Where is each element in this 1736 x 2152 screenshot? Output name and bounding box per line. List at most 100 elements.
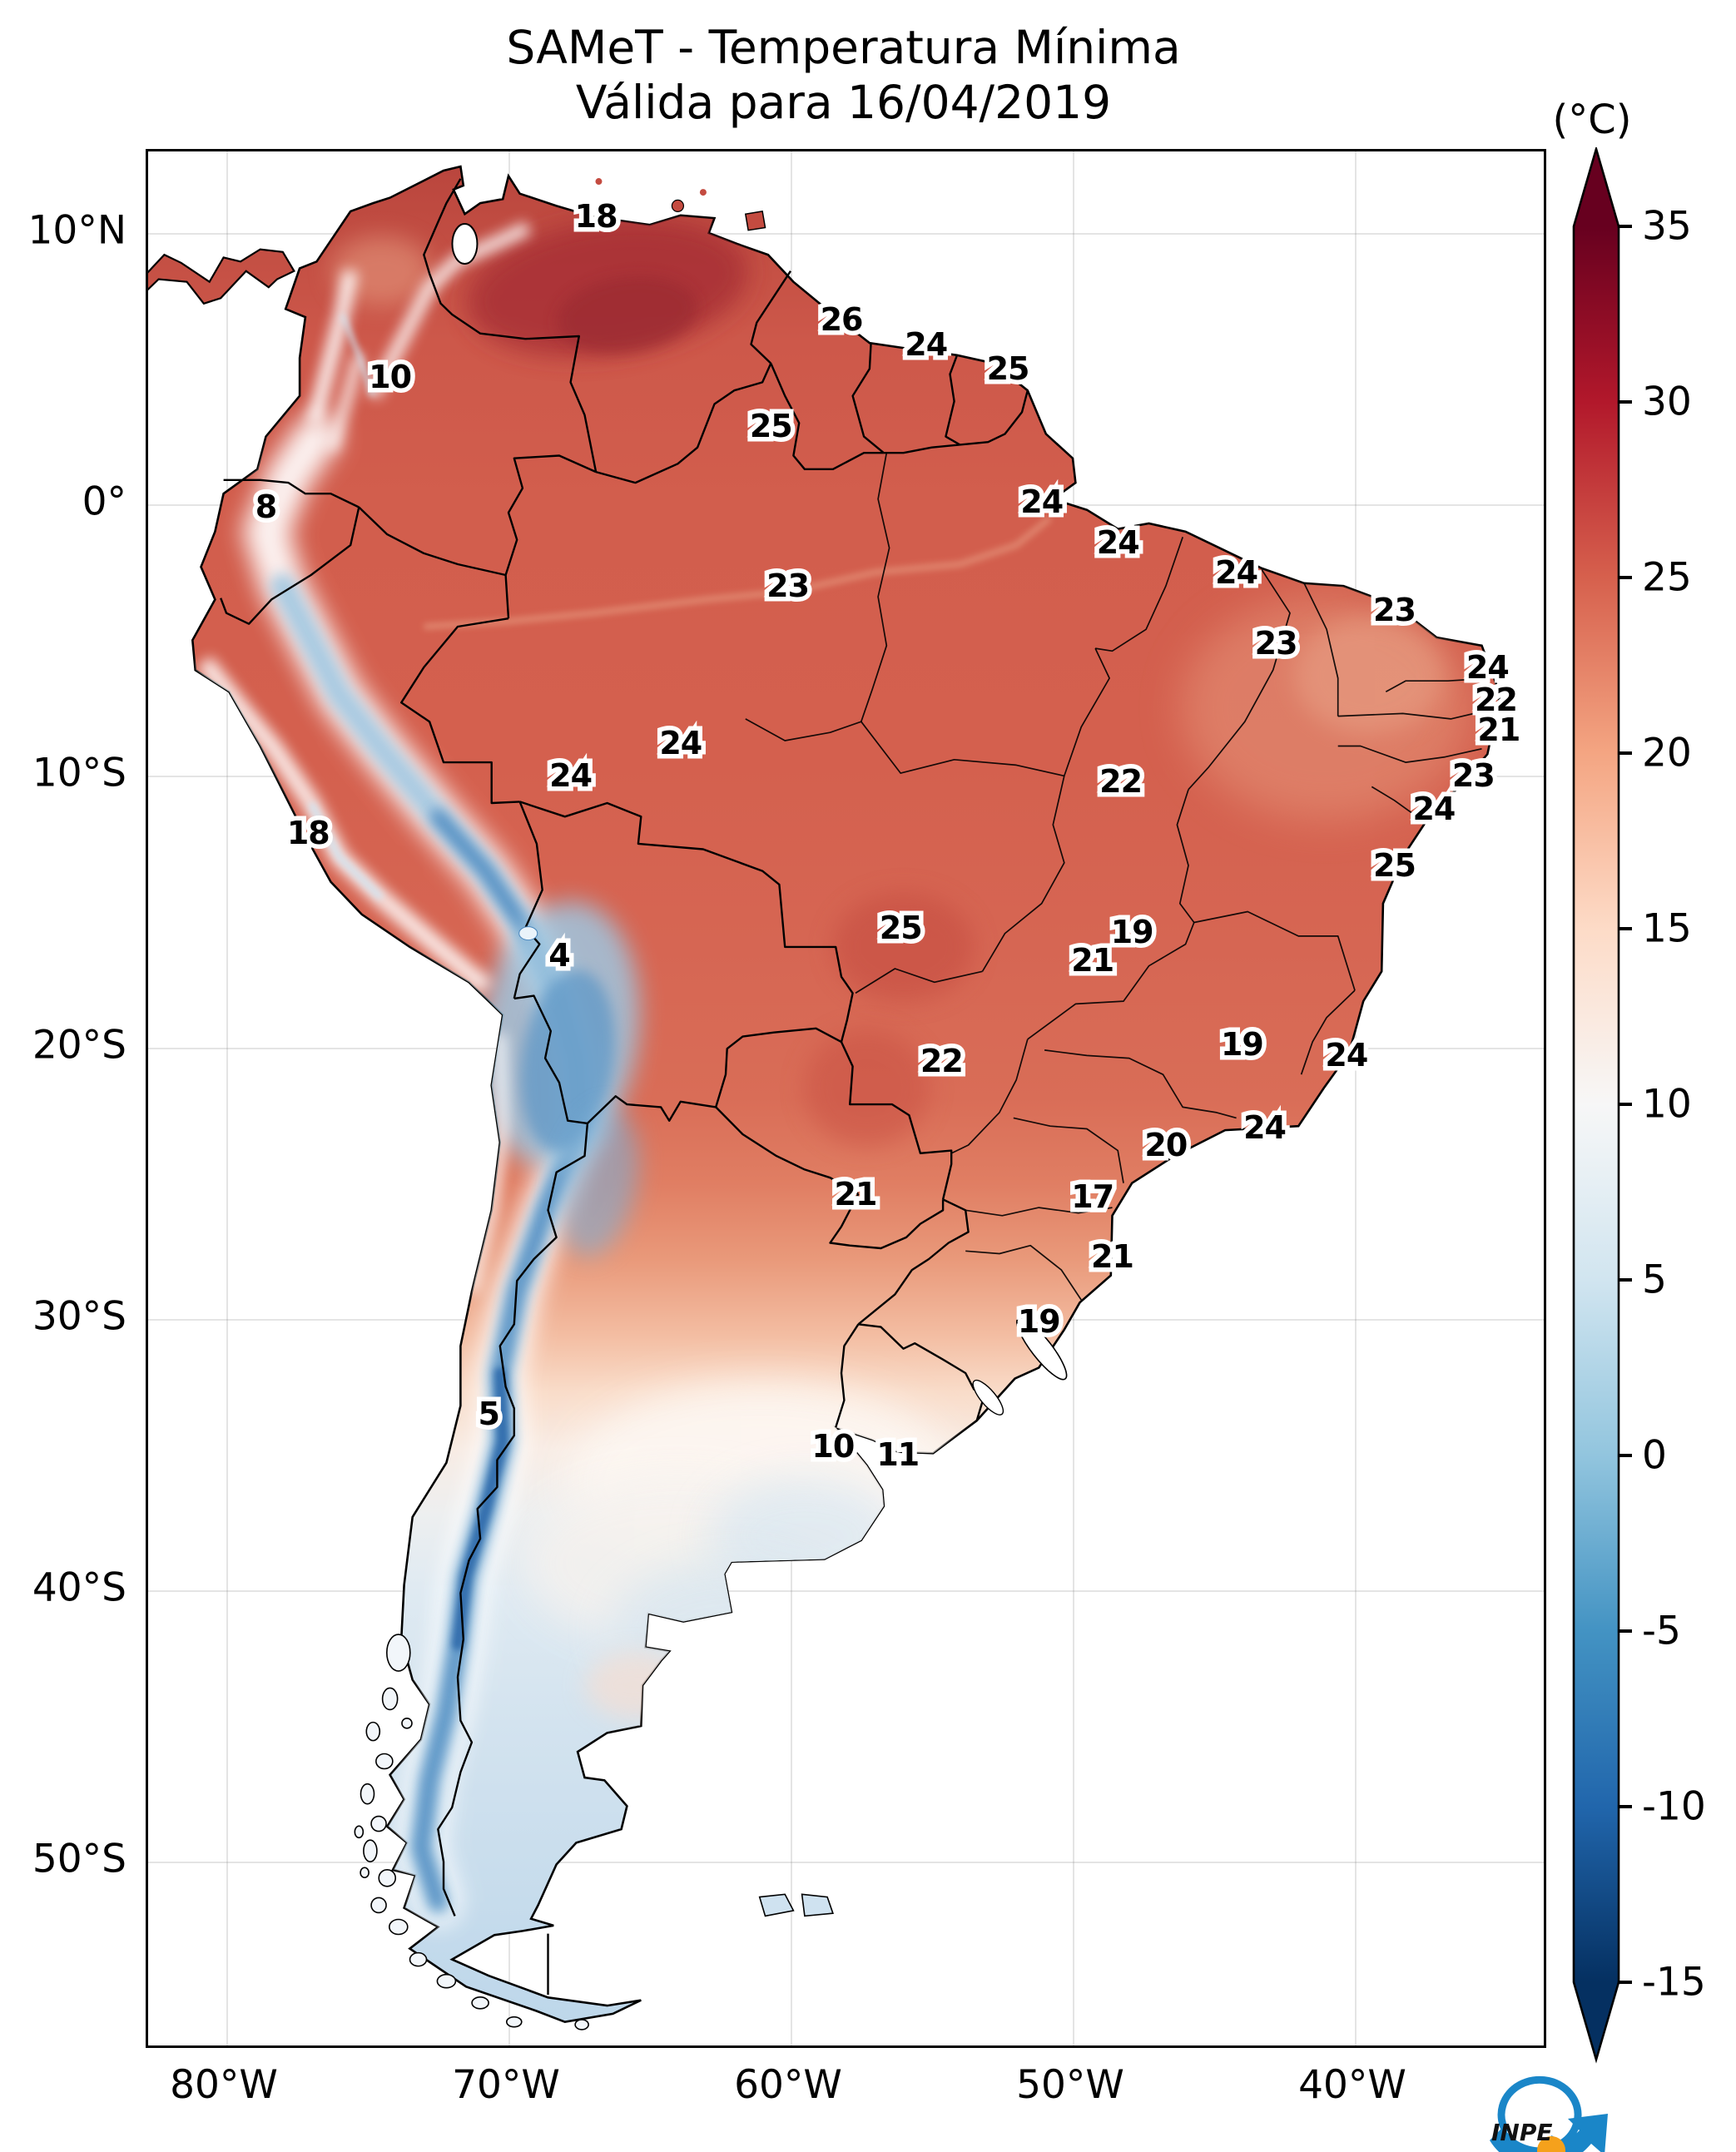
temp-label-value: 23 (1373, 592, 1416, 629)
state-border (965, 1207, 1113, 1217)
temp-label-halo: 10 (807, 1424, 860, 1470)
panama-land (148, 248, 295, 305)
state-border (860, 453, 890, 722)
state-border (1176, 789, 1195, 924)
island-small (699, 189, 707, 196)
temp-label-value: 24 (549, 757, 593, 795)
temp-label-value: 23 (1254, 624, 1298, 662)
temp-label-value: 25 (986, 350, 1030, 388)
temp-label-halo: 24 (655, 721, 707, 766)
temp-label-halo: 23 (1447, 753, 1500, 799)
patagonia-island (401, 1718, 413, 1729)
island-falkland-west (758, 1893, 795, 1917)
logo-swirl-arc (1497, 2075, 1582, 2147)
temp-label-halo: 21 (830, 1171, 882, 1217)
country-border (840, 1041, 953, 1200)
colorbar-tick (1619, 1278, 1632, 1282)
temp-label-value: 5 (478, 1395, 500, 1432)
state-border (855, 968, 983, 994)
temp-label: 19 19 (1013, 1299, 1065, 1345)
temp-label-value: 24 (659, 725, 702, 762)
country-border (960, 389, 1029, 446)
country-border (437, 1123, 589, 1916)
temp-label-value: 23 (1451, 757, 1495, 795)
patagonia-island (505, 2016, 523, 2028)
colorbar-tick (1619, 1629, 1632, 1633)
temp-label-halo: 21 (1087, 1233, 1139, 1279)
country-border (519, 801, 854, 1043)
temp-label: 26 26 (816, 297, 868, 343)
colorbar-tick (1619, 1981, 1632, 1984)
country-border (358, 506, 510, 619)
country-border (504, 454, 597, 576)
state-border (965, 1244, 1082, 1301)
patagonia-island (388, 1918, 409, 1936)
temp-label: 19 19 (1216, 1022, 1268, 1068)
state-border (1063, 647, 1110, 776)
lagoa-dos-patos (1016, 1316, 1068, 1381)
gridline-vertical (1355, 151, 1357, 2045)
patagonia-island (409, 1951, 428, 1967)
temp-label-halo: 22 (1095, 758, 1148, 804)
country-border (587, 1095, 717, 1124)
state-border (1027, 922, 1195, 1040)
x-tick-label: 40°W (1298, 2062, 1406, 2108)
country-border (883, 444, 960, 454)
country-border (223, 478, 360, 508)
colorbar-tick (1619, 225, 1632, 228)
state-border (745, 718, 862, 741)
colorbar-tick-label: 10 (1642, 1081, 1692, 1128)
temp-label: 18 18 (570, 194, 622, 240)
patagonia-island (354, 1825, 365, 1839)
colorbar-tick-label: 15 (1642, 905, 1692, 952)
temp-label-value: 8 (255, 488, 277, 526)
temp-label: 10 10 (365, 354, 417, 399)
temp-label-halo: 24 (1092, 519, 1144, 565)
island-falkland-east (801, 1893, 834, 1917)
temp-label-value: 25 (1373, 847, 1416, 885)
island-margarita (671, 199, 685, 212)
temp-label-value: 24 (1243, 1108, 1287, 1146)
state-border (1303, 583, 1339, 717)
colorbar-tick-label: 30 (1642, 379, 1692, 425)
temp-label-halo: 24 (1461, 644, 1514, 690)
temp-label: 23 23 (1447, 753, 1500, 799)
temp-label-value: 25 (749, 407, 793, 444)
lake-titicaca (518, 926, 538, 941)
temp-label: 10 10 (807, 1424, 860, 1470)
temp-label-halo: 22 (915, 1038, 968, 1083)
patagonia-island (385, 1634, 411, 1672)
state-border (981, 776, 1065, 972)
y-tick-label: 30°S (32, 1293, 126, 1340)
lagoa-mirim (972, 1379, 1004, 1416)
temp-label-value: 24 (1466, 648, 1510, 686)
south-america-temperature-map (148, 165, 1501, 2031)
colorbar-tick (1619, 1103, 1632, 1106)
temp-label-halo: 10 (365, 354, 417, 399)
temp-label: 23 23 (1250, 620, 1302, 666)
temp-label-halo: 18 (570, 194, 622, 240)
country-border (770, 363, 884, 470)
patagonia-island (370, 1897, 387, 1914)
temp-label-halo: 25 (982, 346, 1034, 392)
patagonia-island (375, 1753, 394, 1770)
state-border (1013, 1117, 1124, 1183)
country-border (750, 270, 792, 364)
colorbar-tick-label: 20 (1642, 730, 1692, 776)
patagonia-island (370, 1815, 387, 1832)
patagonia-island (381, 1687, 399, 1711)
temp-label-halo: 21 (1067, 938, 1119, 984)
country-border (945, 355, 960, 446)
inpe-logo-graphic: INPE (1490, 2075, 1608, 2152)
temp-label-value: 24 (1325, 1037, 1368, 1074)
country-border (423, 178, 598, 473)
temp-label-value: 26 (820, 301, 864, 339)
temp-label-halo: 24 (1211, 549, 1263, 595)
island-trinidad (744, 211, 766, 231)
temp-label: 24 24 (1461, 644, 1514, 690)
temp-label-value: 21 (1071, 942, 1114, 979)
temp-label: 24 24 (1321, 1033, 1373, 1078)
colorbar-tick (1619, 927, 1632, 930)
temp-label: 22 22 (1095, 758, 1148, 804)
page-title: SAMeT - Temperatura Mínima Válida para 1… (146, 20, 1541, 130)
